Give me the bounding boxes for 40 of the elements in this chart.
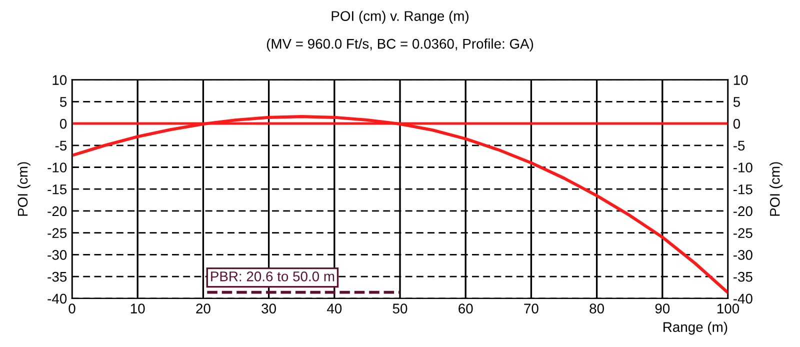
y2-tick-label: -35 [733,272,752,282]
annotation: PBR: 20.6 to 50.0 m [211,271,334,282]
y-tick-label: -40 [48,294,67,304]
x-tick-label: 0 [68,304,76,314]
x-tick-label: 90 [655,304,670,314]
y2-tick-label: -30 [733,250,752,260]
y2-axis-title: POI (cm) [770,162,783,216]
x-tick-label: 40 [326,304,342,314]
y2-tick-label: -5 [733,140,745,151]
x-tick-label: 20 [196,304,210,314]
y-tick-label: -35 [48,272,67,282]
y-tick-label: -15 [48,184,67,194]
y2-tick-label: 10 [734,75,748,85]
y2-tick-label: -25 [733,228,752,238]
y2-tick-label: -20 [733,206,752,216]
y-tick-label: 5 [60,97,67,107]
x-tick-label: 50 [392,304,408,314]
x-tick-label: 80 [590,304,604,314]
x-tick-label: 100 [717,304,740,314]
x-tick-label: 10 [130,304,145,314]
y-tick-label: 0 [60,118,67,129]
x-tick-label: 60 [458,304,473,314]
x-axis-title: Range (m) [664,322,728,335]
y2-tick-label: -15 [733,184,752,194]
y-tick-label: -20 [48,206,67,216]
chart-title: POI (cm) v. Range (m) [332,10,468,24]
y-tick-label: -10 [48,162,67,172]
x-tick-label: 30 [262,304,276,314]
x-tick-label: 70 [524,304,538,314]
y-axis-title: POI (cm) [17,162,30,216]
y2-tick-label: 0 [733,118,740,129]
y-tick-label: -5 [55,140,67,151]
y-tick-label: -25 [48,228,67,238]
y-tick-label: -30 [48,250,67,260]
y2-tick-label: -10 [733,162,752,172]
line-series [72,115,728,294]
y2-tick-label: 5 [733,97,740,107]
chart-subtitle: (MV = 960.0 Ft/s, BC = 0.0360, Profile: GA) [266,38,534,52]
y2-tick-label: -40 [733,294,752,304]
y-tick-label: 10 [52,75,67,85]
